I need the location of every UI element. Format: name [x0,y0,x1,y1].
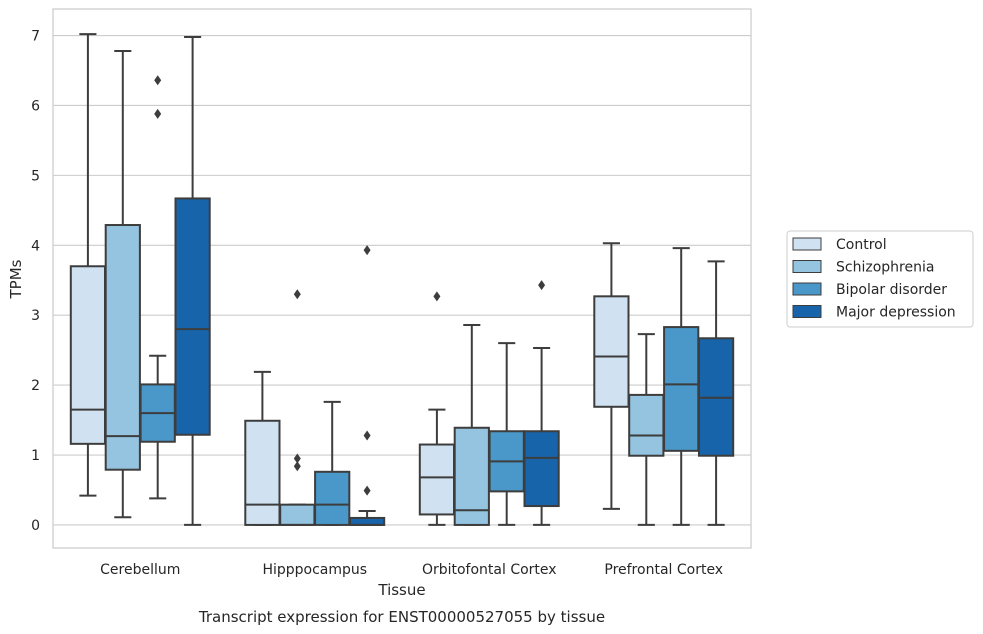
outlier-point [433,291,441,302]
box-element [628,333,665,526]
box-element [488,342,525,526]
box-body [418,443,456,516]
y-tick-label: 5 [31,168,40,184]
box-element [593,242,630,510]
box-body [663,326,700,452]
legend-swatch [792,260,822,273]
y-tick-label: 2 [31,378,40,394]
x-axis-ticks: Cerebellum Hipppocampus Orbitofontal Corte… [100,562,723,578]
outlier-point [154,108,162,119]
box-body [244,419,281,526]
x-tick-label: Prefrontal Cortex [604,562,723,578]
y-axis-ticks: 0 1 2 3 4 5 6 7 [31,29,40,534]
legend-item: Major depression [792,305,956,321]
outlier-point [363,430,371,441]
x-axis-label: Tissue [377,581,425,599]
y-axis-label: TPMs [7,259,25,299]
box-element [453,323,490,526]
y-tick-label: 3 [31,308,40,324]
legend-frame [786,230,974,328]
box-element [418,291,456,526]
legend-label: Bipolar disorder [836,282,947,298]
series-group [69,33,630,526]
box-groups [69,33,735,526]
box-body [348,516,386,526]
legend-item: Bipolar disorder [792,282,947,298]
box-element [523,280,560,526]
box-body [453,426,490,526]
outlier-point [293,461,301,472]
y-tick-label: 1 [31,448,40,464]
plot-area-frame [52,8,752,549]
box-body [593,295,630,408]
box-body [279,503,316,526]
outlier-point [293,453,301,464]
legend-label: Schizophrenia [836,260,934,276]
box-element [139,75,176,500]
legend-swatch [792,237,822,251]
box-element [279,289,316,526]
box-body [628,393,665,457]
legend-item: Schizophrenia [792,260,934,276]
box-element [697,260,735,526]
box-body [174,197,211,436]
legend-swatch [792,305,822,318]
series-group [174,35,735,526]
box-element [314,400,351,526]
box-element [348,245,386,526]
outlier-point [154,75,162,86]
legend-item: Control [792,237,887,253]
y-tick-label: 6 [31,98,40,114]
legend: Control Schizophrenia Bipolar disorder Majo… [786,230,974,328]
outlier-point [293,289,301,300]
box-element [663,247,700,526]
box-body [523,430,560,508]
box-element [104,49,141,519]
outlier-point [363,245,371,256]
y-tick-label: 4 [31,238,40,254]
x-tick-label: Orbitofontal Cortex [422,562,557,578]
legend-label: Control [836,237,887,253]
x-tick-label: Hipppocampus [262,562,367,578]
y-tick-label: 7 [31,29,40,45]
outlier-point [538,280,546,291]
box-body [69,265,107,445]
outlier-point [363,485,371,496]
legend-swatch [792,282,822,296]
x-tick-label: Cerebellum [100,562,180,578]
box-element [244,370,281,526]
box-body [104,224,141,471]
box-element [69,33,107,497]
box-body [314,470,351,526]
y-tick-label: 0 [31,518,40,534]
legend-label: Major depression [836,305,956,321]
box-element [174,35,211,526]
chart-caption: Transcript expression for ENST0000052705… [198,608,605,626]
